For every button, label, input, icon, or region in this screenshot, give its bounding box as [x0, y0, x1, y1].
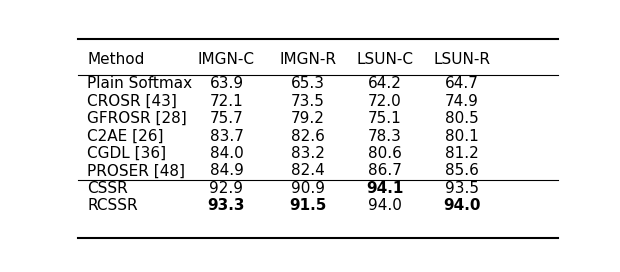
Text: CROSR [43]: CROSR [43]	[87, 94, 177, 109]
Text: Method: Method	[87, 52, 144, 67]
Text: 83.2: 83.2	[291, 146, 325, 161]
Text: IMGN-R: IMGN-R	[280, 52, 337, 67]
Text: 91.5: 91.5	[290, 198, 327, 213]
Text: 85.6: 85.6	[445, 163, 479, 178]
Text: 83.7: 83.7	[210, 129, 244, 144]
Text: 72.1: 72.1	[210, 94, 243, 109]
Text: 93.5: 93.5	[445, 181, 479, 196]
Text: 84.0: 84.0	[210, 146, 243, 161]
Text: 78.3: 78.3	[368, 129, 402, 144]
Text: 72.0: 72.0	[368, 94, 402, 109]
Text: RCSSR: RCSSR	[87, 198, 138, 213]
Text: 94.0: 94.0	[368, 198, 402, 213]
Text: 80.5: 80.5	[445, 111, 479, 126]
Text: PROSER [48]: PROSER [48]	[87, 163, 185, 178]
Text: 93.3: 93.3	[208, 198, 245, 213]
Text: 80.6: 80.6	[368, 146, 402, 161]
Text: GFROSR [28]: GFROSR [28]	[87, 111, 187, 126]
Text: 81.2: 81.2	[445, 146, 479, 161]
Text: LSUN-C: LSUN-C	[356, 52, 414, 67]
Text: 94.0: 94.0	[443, 198, 480, 213]
Text: 84.9: 84.9	[210, 163, 244, 178]
Text: CGDL [36]: CGDL [36]	[87, 146, 166, 161]
Text: 63.9: 63.9	[210, 76, 244, 91]
Text: 64.2: 64.2	[368, 76, 402, 91]
Text: 94.1: 94.1	[366, 181, 404, 196]
Text: 82.4: 82.4	[291, 163, 325, 178]
Text: 90.9: 90.9	[291, 181, 325, 196]
Text: 92.9: 92.9	[210, 181, 244, 196]
Text: Plain Softmax: Plain Softmax	[87, 76, 192, 91]
Text: 82.6: 82.6	[291, 129, 325, 144]
Text: 75.1: 75.1	[368, 111, 402, 126]
Text: 86.7: 86.7	[368, 163, 402, 178]
Text: LSUN-R: LSUN-R	[433, 52, 490, 67]
Text: 75.7: 75.7	[210, 111, 243, 126]
Text: CSSR: CSSR	[87, 181, 128, 196]
Text: IMGN-C: IMGN-C	[198, 52, 255, 67]
Text: 73.5: 73.5	[291, 94, 325, 109]
Text: C2AE [26]: C2AE [26]	[87, 129, 164, 144]
Text: 74.9: 74.9	[445, 94, 479, 109]
Text: 80.1: 80.1	[445, 129, 479, 144]
Text: 64.7: 64.7	[445, 76, 479, 91]
Text: 79.2: 79.2	[291, 111, 325, 126]
Text: 65.3: 65.3	[291, 76, 325, 91]
